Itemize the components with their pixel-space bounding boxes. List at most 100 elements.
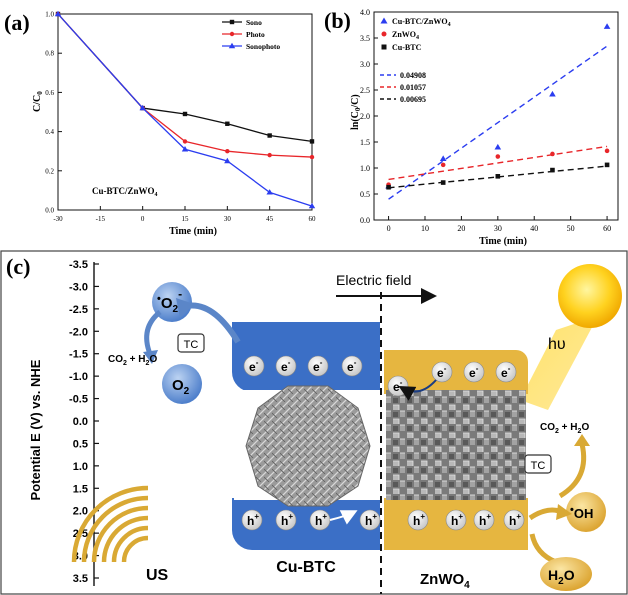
- y-tick-label: 0.6: [45, 89, 54, 97]
- panel-a-label: (a): [4, 10, 30, 35]
- electron-znwo4-ball: [463, 361, 485, 383]
- fit-line-0: [388, 45, 608, 200]
- hole-znwo4-label: h+: [413, 512, 425, 528]
- data-point-series-2: [495, 174, 501, 179]
- panel-a-xlabel: Time (min): [169, 226, 217, 237]
- y-tick-label: 2.0: [360, 112, 370, 121]
- slope-label: 0.04908: [400, 71, 426, 80]
- hole-znwo4-label: h+: [451, 512, 463, 528]
- y-tick-label: 0.8: [45, 50, 54, 58]
- y-tick-label: 0.0: [45, 207, 54, 215]
- electron-transfer-arrow: [398, 379, 437, 401]
- hole-cu-btc-label: h+: [365, 512, 377, 528]
- potential-tick-label: 0.5: [73, 438, 88, 450]
- legend-label: Sonophoto: [246, 42, 280, 51]
- tc-arrowhead-left: [143, 350, 158, 364]
- tc-box-right: [524, 454, 552, 474]
- electron-znwo4-ball: [431, 361, 453, 383]
- electric-field-label: Electric field: [336, 272, 411, 288]
- light-hv-label: hυ: [548, 336, 566, 353]
- data-point-sono: [267, 133, 272, 138]
- hole-znwo4-ball: [503, 509, 525, 531]
- y-tick-label: 1.5: [360, 138, 370, 147]
- potential-tick-label: 0.0: [73, 416, 88, 428]
- electron-znwo4-label: e-: [469, 364, 479, 380]
- x-tick-label: 45: [266, 215, 274, 223]
- legend-label: Photo: [246, 30, 265, 39]
- series-line-sonophoto: [57, 13, 313, 207]
- znwo4-label: ZnWO4: [420, 571, 470, 591]
- y-tick-label: 3.5: [360, 34, 370, 43]
- oxygen-ball: [162, 364, 202, 404]
- legend-marker: [229, 31, 235, 37]
- tc-degradation-arrow-left: [144, 310, 162, 355]
- water-label: H2O: [548, 567, 575, 587]
- potential-tick-label: -3.0: [69, 281, 88, 293]
- electron-cu-btc-label: e-: [281, 358, 291, 374]
- panel-a-chart: (a) C/C0 Time (min) Cu-BTC/ZnWO4 -30 -15 0…: [0, 0, 318, 250]
- hole-znwo4-ball: [407, 509, 429, 531]
- x-tick-label: 30: [494, 224, 502, 233]
- potential-tick-label: -1.5: [69, 349, 88, 361]
- hole-znwo4-ball: [445, 509, 467, 531]
- potential-tick-label: -2.0: [69, 326, 88, 338]
- potential-tick-label: -1.0: [69, 371, 88, 383]
- hole-cu-btc-label: h+: [281, 512, 293, 528]
- panel-b-label: (b): [324, 8, 351, 33]
- fit-line-2: [388, 165, 608, 189]
- data-point-sono: [225, 121, 230, 126]
- co2-h2o-right: CO2 + H2O: [540, 422, 589, 435]
- hole-znwo4-label: h+: [509, 512, 521, 528]
- panel-c-label: (c): [6, 254, 30, 279]
- x-tick-label: 10: [421, 224, 429, 233]
- x-tick-label: 50: [567, 224, 575, 233]
- data-point-series-2: [604, 162, 610, 168]
- data-point-sonophoto: [54, 10, 62, 17]
- data-point-sonophoto: [224, 157, 231, 164]
- electron-znwo4-label: e-: [437, 364, 447, 380]
- potential-tick-label: -0.5: [69, 394, 88, 406]
- data-point-photo: [309, 154, 315, 160]
- legend-label: Sono: [246, 18, 262, 27]
- data-point-photo: [225, 149, 230, 154]
- electron-interface-label: e-: [393, 378, 403, 394]
- data-point-sonophoto: [139, 104, 146, 111]
- superoxide-label: •O2-: [157, 287, 182, 315]
- x-tick-label: -30: [53, 215, 63, 223]
- y-tick-label: 0.2: [45, 167, 54, 175]
- legend-marker: [381, 44, 387, 50]
- ultrasound-label: US: [146, 567, 169, 584]
- potential-tick-label: 2.0: [73, 506, 88, 518]
- o2-reduction-arrowhead: [176, 298, 194, 318]
- data-point-series-0: [603, 23, 611, 29]
- fit-line-1: [388, 145, 608, 181]
- x-tick-label: 0: [141, 215, 145, 223]
- hydroxyl-label: •OH: [570, 504, 593, 521]
- electron-cu-btc-ball: [275, 355, 297, 377]
- data-point-series-1: [550, 151, 555, 157]
- co2-h2o-left: CO2 + H2O: [108, 354, 157, 367]
- y-tick-label: 4.0: [360, 8, 370, 17]
- data-point-sonophoto: [266, 189, 273, 195]
- y-tick-label: 0.0: [360, 216, 370, 225]
- panel-b-chart: (b) ln(C0/C) Time (min) 0 10 20 30 40 50 60 0.0…: [318, 0, 628, 250]
- panel-a-ylabel: C/C0: [32, 91, 44, 112]
- legend-marker: [381, 31, 387, 37]
- x-tick-label: 40: [530, 224, 538, 233]
- y-tick-label: 2.5: [360, 86, 370, 95]
- data-point-sonophoto: [308, 202, 316, 209]
- data-point-sonophoto: [181, 146, 189, 152]
- potential-tick-label: 1.5: [73, 483, 88, 495]
- sun-icon: [558, 264, 622, 328]
- panel-c-ylabel: Potential E (V) vs. NHE: [28, 359, 43, 500]
- hydroxyl-ball: [566, 492, 606, 532]
- legend-marker: [380, 17, 388, 24]
- data-point-photo: [182, 139, 188, 144]
- x-tick-label: 0: [387, 224, 391, 233]
- legend-marker: [228, 42, 236, 49]
- electron-cu-btc-label: e-: [249, 358, 259, 374]
- ultrasound-waves-icon: [71, 485, 149, 563]
- electron-cu-btc-label: e-: [347, 358, 357, 374]
- data-point-series-2: [550, 167, 555, 173]
- potential-tick-label: -2.5: [69, 304, 88, 316]
